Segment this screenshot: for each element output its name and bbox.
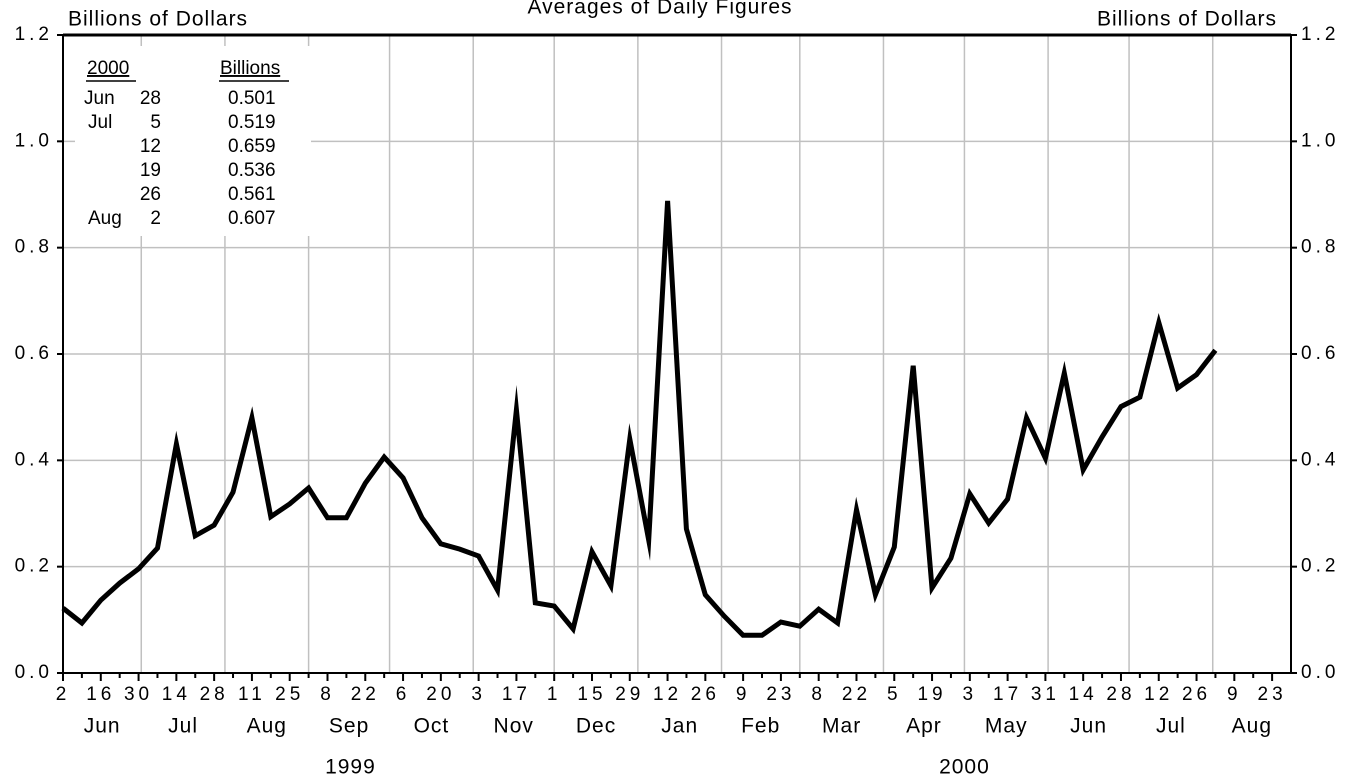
table-value: 0.659 xyxy=(228,136,276,157)
x-tick-label: 5 xyxy=(887,684,902,705)
x-tick-label: 9 xyxy=(1227,684,1242,705)
chart-title: Averages of Daily Figures xyxy=(527,0,792,19)
x-tick-label: 2 xyxy=(56,684,71,705)
y2-axis-label: Billions of Dollars xyxy=(1097,8,1277,31)
month-label: Dec xyxy=(576,715,616,738)
x-tick-label: 23 xyxy=(766,684,795,705)
data-line xyxy=(61,200,1218,638)
table-value: 0.561 xyxy=(228,184,276,205)
x-tick-label: 1 xyxy=(547,684,562,705)
x-tick-label: 15 xyxy=(577,684,606,705)
month-label: Sep xyxy=(329,715,369,738)
inset-table: 2000 Billions Jun 28 0.501 Jul 5 0.519 12 0.659 19… xyxy=(75,46,311,236)
y2-tick-label: 0.8 xyxy=(1301,237,1339,258)
x-tick-label: 31 xyxy=(1031,684,1060,705)
month-label: Jul xyxy=(168,715,198,738)
table-value: 0.501 xyxy=(228,88,276,109)
x-tick-label: 14 xyxy=(1069,684,1098,705)
table-month: Aug xyxy=(88,208,122,229)
x-tick-label: 29 xyxy=(615,684,644,705)
x-tick-label: 22 xyxy=(351,684,380,705)
month-label: Aug xyxy=(1232,715,1272,738)
month-label: Nov xyxy=(494,715,534,738)
x-tick-label: 9 xyxy=(736,684,751,705)
y-tick-label: 1.2 xyxy=(15,24,53,45)
inset-background xyxy=(75,46,311,236)
month-label: Jul xyxy=(1156,715,1186,738)
table-day: 2 xyxy=(150,208,161,229)
y2-tick-label: 0.6 xyxy=(1301,343,1339,364)
x-tick-label: 17 xyxy=(502,684,531,705)
x-tick-label: 17 xyxy=(993,684,1022,705)
x-tick-label: 20 xyxy=(426,684,455,705)
table-header: 2000 xyxy=(87,58,129,79)
x-tick-label: 14 xyxy=(162,684,191,705)
y2-tick-label: 1.2 xyxy=(1301,24,1339,45)
y2-tick-label: 0.4 xyxy=(1301,449,1339,470)
table-day: 28 xyxy=(140,88,161,109)
y2-tick-label: 0.0 xyxy=(1301,662,1339,683)
year-label: 1999 xyxy=(325,756,376,779)
table-month: Jul xyxy=(88,112,112,133)
x-tick-label: 11 xyxy=(238,684,266,705)
month-label: May xyxy=(985,715,1028,738)
x-tick-label: 19 xyxy=(917,684,946,705)
year-label: 2000 xyxy=(939,756,990,779)
x-tick-label: 25 xyxy=(275,684,304,705)
month-label: Feb xyxy=(741,715,780,738)
y-tick-label: 0.8 xyxy=(15,237,53,258)
x-tick-label: 8 xyxy=(811,684,826,705)
month-label: Jun xyxy=(84,715,121,738)
y-axis-label: Billions of Dollars xyxy=(68,8,248,31)
x-tick-label: 28 xyxy=(200,684,229,705)
x-tick-label: 23 xyxy=(1258,684,1287,705)
x-tick-label: 28 xyxy=(1106,684,1135,705)
x-tick-label: 12 xyxy=(653,684,682,705)
month-label: Oct xyxy=(414,715,450,738)
table-day: 5 xyxy=(150,112,161,133)
table-value: 0.607 xyxy=(228,208,276,229)
y2-tick-label: 1.0 xyxy=(1301,130,1339,151)
month-label: Jun xyxy=(1070,715,1107,738)
y-tick-label: 0.2 xyxy=(15,556,53,577)
y-tick-label: 0.0 xyxy=(15,662,53,683)
table-month: Jun xyxy=(84,88,115,109)
x-tick-label: 3 xyxy=(471,684,486,705)
x-tick-label: 3 xyxy=(963,684,978,705)
y2-tick-label: 0.2 xyxy=(1301,556,1339,577)
x-tick-label: 30 xyxy=(124,684,153,705)
month-label: Jan xyxy=(661,715,698,738)
table-value: 0.519 xyxy=(228,112,276,133)
table-value: 0.536 xyxy=(228,160,276,181)
x-tick-label: 6 xyxy=(396,684,411,705)
x-tick-label: 26 xyxy=(691,684,720,705)
y-tick-label: 0.4 xyxy=(15,449,53,470)
table-header: Billions xyxy=(220,58,280,79)
table-day: 12 xyxy=(140,136,161,157)
table-day: 19 xyxy=(140,160,161,181)
month-label: Mar xyxy=(822,715,861,738)
x-tick-label: 16 xyxy=(86,684,115,705)
month-label: Apr xyxy=(906,715,942,738)
table-day: 26 xyxy=(140,184,161,205)
y-tick-label: 1.0 xyxy=(15,130,53,151)
x-tick-label: 22 xyxy=(842,684,871,705)
y-tick-label: 0.6 xyxy=(15,343,53,364)
x-tick-label: 12 xyxy=(1144,684,1173,705)
month-label: Aug xyxy=(247,715,287,738)
x-tick-label: 26 xyxy=(1182,684,1211,705)
x-tick-label: 8 xyxy=(320,684,335,705)
